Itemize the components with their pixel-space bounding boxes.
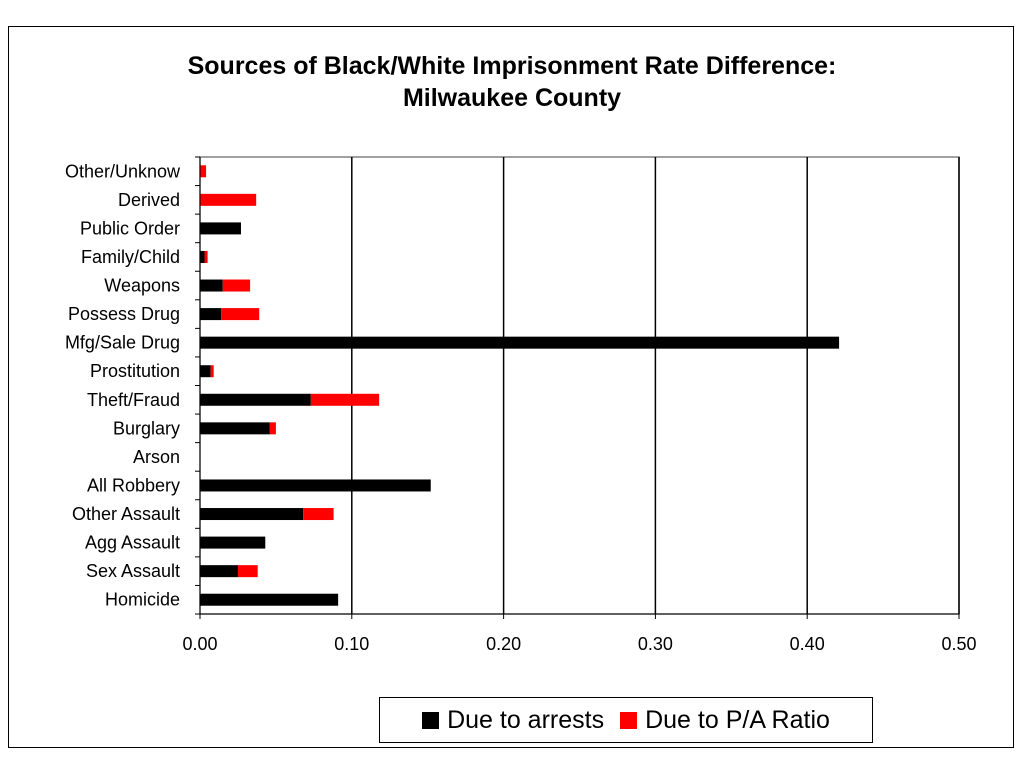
x-tick-label: 0.20: [486, 634, 521, 654]
chart-title: Sources of Black/White Imprisonment Rate…: [0, 50, 1024, 114]
legend-item-pa-ratio: Due to P/A Ratio: [620, 706, 830, 735]
bar-arrests: [200, 365, 211, 378]
bar-arrests: [200, 479, 431, 492]
bar-pa-ratio: [200, 165, 207, 178]
bar-arrests: [200, 593, 339, 606]
y-tick-label: Mfg/Sale Drug: [65, 333, 180, 353]
bar-pa-ratio: [200, 193, 257, 206]
y-tick-label: Family/Child: [81, 247, 180, 267]
bar-pa-ratio: [310, 393, 380, 406]
legend-label-pa-ratio: Due to P/A Ratio: [645, 705, 830, 734]
x-tick-label: 0.00: [182, 634, 217, 654]
legend-item-arrests: Due to arrests: [422, 706, 604, 735]
bar-pa-ratio: [222, 279, 251, 292]
y-tick-label: Public Order: [80, 218, 180, 238]
bar-arrests: [200, 250, 205, 263]
bar-pa-ratio: [269, 422, 276, 435]
bar-arrests: [200, 308, 222, 321]
x-tick-label: 0.10: [334, 634, 369, 654]
chart-frame: [8, 26, 1014, 748]
y-tick-label: Burglary: [113, 418, 180, 438]
bar-pa-ratio: [237, 565, 258, 578]
chart-title-line-2: Milwaukee County: [402, 84, 622, 112]
y-tick-label: Theft/Fraud: [87, 390, 180, 410]
bar-arrests: [200, 508, 304, 521]
legend-label-arrests: Due to arrests: [447, 705, 605, 734]
y-tick-label: Other Assault: [72, 504, 180, 524]
x-tick-label: 0.50: [941, 634, 976, 654]
y-tick-label: Agg Assault: [85, 533, 180, 553]
plot-area: [199, 156, 960, 615]
y-tick-label: Sex Assault: [86, 561, 180, 581]
y-tick-label: Other/Unknow: [65, 161, 181, 181]
chart-title-line-1: Sources of Black/White Imprisonment Rate…: [187, 52, 837, 80]
bar-pa-ratio: [210, 365, 214, 378]
bar-arrests: [200, 536, 266, 549]
y-tick-label: All Robbery: [87, 475, 180, 495]
legend-swatch-arrests: [422, 711, 440, 729]
bar-pa-ratio: [303, 508, 334, 521]
x-tick-label: 0.30: [638, 634, 673, 654]
y-tick-label: Prostitution: [90, 361, 180, 381]
bar-arrests: [200, 279, 223, 292]
bar-pa-ratio: [204, 250, 208, 263]
y-tick-label: Arson: [133, 447, 180, 467]
y-tick-label: Homicide: [105, 590, 180, 610]
y-tick-label: Weapons: [104, 276, 180, 296]
bar-pa-ratio: [221, 308, 260, 321]
chart-legend: Due to arrests Due to P/A Ratio: [379, 697, 873, 743]
legend-swatch-pa-ratio: [620, 711, 638, 729]
bar-arrests: [200, 422, 270, 435]
bar-arrests: [200, 393, 311, 406]
bar-arrests: [200, 336, 840, 349]
bar-arrests: [200, 222, 241, 235]
bar-arrests: [200, 565, 238, 578]
y-tick-label: Derived: [118, 190, 180, 210]
y-tick-label: Possess Drug: [68, 304, 180, 324]
x-tick-label: 0.40: [790, 634, 825, 654]
